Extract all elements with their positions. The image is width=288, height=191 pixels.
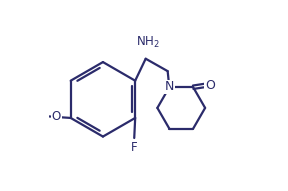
Text: N: N xyxy=(165,80,174,93)
Text: NH$_2$: NH$_2$ xyxy=(136,35,160,50)
Text: O: O xyxy=(205,79,215,92)
Text: F: F xyxy=(131,141,138,155)
Text: O: O xyxy=(52,110,61,124)
